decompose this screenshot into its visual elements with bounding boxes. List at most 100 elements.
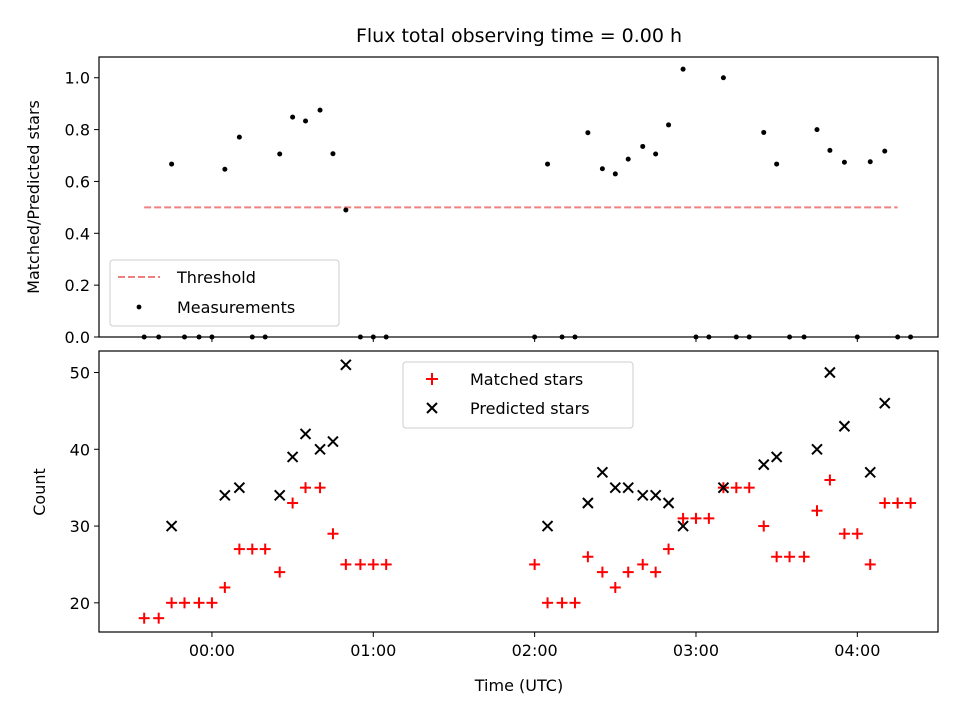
matched-star-point xyxy=(811,505,823,517)
measurement-point xyxy=(370,334,376,340)
count-y-tick-label: 40 xyxy=(70,440,90,459)
count-x-tick-label: 00:00 xyxy=(189,641,235,660)
measurement-point xyxy=(209,334,215,340)
measurement-point xyxy=(720,75,726,81)
measurements-legend-swatch xyxy=(136,304,142,310)
matched-star-point xyxy=(690,512,702,524)
count-x-tick-label: 03:00 xyxy=(673,641,719,660)
predicted-star-point xyxy=(299,428,312,440)
count-y-tick-label: 30 xyxy=(70,517,90,536)
predicted-star-point xyxy=(864,466,876,479)
predicted-star-point xyxy=(811,443,823,455)
measurement-point xyxy=(801,334,807,340)
matched-star-point xyxy=(905,497,917,509)
measurement-points xyxy=(141,66,914,340)
count-y-axis-label: Count xyxy=(30,468,49,516)
measurements-legend-label: Measurements xyxy=(177,298,295,317)
measurement-point xyxy=(841,159,847,165)
matched-star-point xyxy=(677,512,689,524)
predicted-star-point xyxy=(219,489,231,502)
ratio-y-tick-label: 0.0 xyxy=(65,328,90,347)
measurement-point xyxy=(706,334,712,340)
predicted-star-point xyxy=(649,489,662,502)
measurement-point xyxy=(357,334,363,340)
measurement-point xyxy=(236,134,242,140)
matched-star-point xyxy=(798,551,810,563)
matched-star-point xyxy=(556,597,568,609)
ratio-y-tick-label: 0.8 xyxy=(65,121,90,140)
matched-star-point xyxy=(300,482,312,494)
matched-legend-label: Matched stars xyxy=(470,370,583,389)
predicted-star-point xyxy=(622,481,634,494)
matched-star-point xyxy=(879,497,891,509)
matched-star-point xyxy=(838,528,850,540)
ratio-y-tick-label: 0.2 xyxy=(65,276,90,295)
measurement-point xyxy=(572,334,578,340)
predicted-legend-swatch xyxy=(426,402,438,414)
matched-star-point xyxy=(259,543,271,555)
matched-star-point xyxy=(622,566,634,578)
measurement-point xyxy=(693,334,699,340)
measurement-point xyxy=(383,334,389,340)
matched-star-point xyxy=(233,543,245,555)
x-axis-label: Time (UTC) xyxy=(474,676,563,695)
measurement-point xyxy=(746,334,752,340)
predicted-star-point xyxy=(758,458,770,471)
measurement-point xyxy=(895,334,901,340)
matched-legend-swatch xyxy=(426,373,438,385)
matched-star-point xyxy=(703,512,715,524)
measurement-point xyxy=(196,334,202,340)
predicted-legend-label: Predicted stars xyxy=(470,399,590,418)
measurement-point xyxy=(545,161,551,167)
matched-star-point xyxy=(758,520,770,532)
predicted-star-point xyxy=(165,520,178,532)
measurement-point xyxy=(249,334,255,340)
ratio-plot-area xyxy=(98,56,939,338)
measurement-point xyxy=(222,166,228,172)
predicted-star-point xyxy=(314,443,326,455)
measurement-point xyxy=(585,130,591,136)
ratio-y-axis: 0.0 0.2 0.4 0.6 0.8 1.0 xyxy=(65,69,99,347)
predicted-star-point xyxy=(541,520,554,532)
predicted-stars-points xyxy=(165,359,891,532)
predicted-star-point xyxy=(340,359,352,371)
matched-star-point xyxy=(824,474,836,486)
measurement-point xyxy=(827,147,833,153)
count-x-tick-label: 01:00 xyxy=(350,641,396,660)
measurement-point xyxy=(854,334,860,340)
matched-star-point xyxy=(542,597,554,609)
matched-star-point xyxy=(274,566,286,578)
matched-star-point xyxy=(354,558,366,570)
ratio-y-tick-label: 1.0 xyxy=(65,69,90,88)
measurement-point xyxy=(156,334,162,340)
measurement-point xyxy=(343,207,349,213)
measurement-point xyxy=(277,151,283,157)
measurement-point xyxy=(169,161,175,167)
ratio-y-axis-label: Matched/Predicted stars xyxy=(24,100,43,294)
matched-star-point xyxy=(367,558,379,570)
matched-stars-points xyxy=(138,474,917,624)
matched-star-point xyxy=(246,543,258,555)
measurement-point xyxy=(653,151,659,157)
count-legend: Matched stars Predicted stars xyxy=(402,361,634,429)
measurement-point xyxy=(867,159,873,165)
measurement-point xyxy=(330,151,336,157)
measurement-point xyxy=(290,114,296,120)
matched-star-point xyxy=(193,597,205,609)
measurement-point xyxy=(761,129,767,135)
predicted-star-point xyxy=(327,435,339,448)
chart-title: Flux total observing time = 0.00 h xyxy=(356,25,682,47)
ratio-y-tick-label: 0.4 xyxy=(65,224,90,243)
predicted-star-point xyxy=(770,451,783,463)
predicted-star-point xyxy=(838,420,851,432)
matched-star-point xyxy=(380,558,392,570)
matched-star-point xyxy=(529,558,541,570)
predicted-star-point xyxy=(609,481,622,494)
threshold-legend-label: Threshold xyxy=(176,268,256,287)
measurement-point xyxy=(559,334,565,340)
matched-star-point xyxy=(206,597,218,609)
matched-star-point xyxy=(327,528,339,540)
matched-star-point xyxy=(582,551,594,563)
matched-star-point xyxy=(864,558,876,570)
